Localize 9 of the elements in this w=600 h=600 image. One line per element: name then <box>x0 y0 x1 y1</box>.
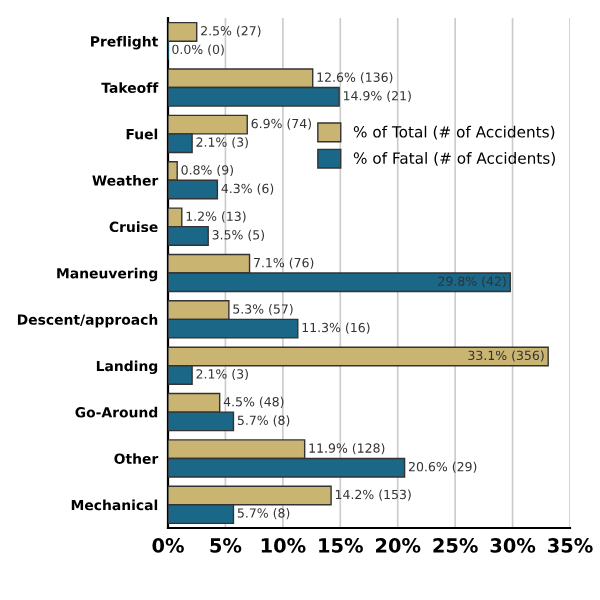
x-tick-label: 25% <box>433 538 478 553</box>
bar <box>168 21 198 42</box>
x-tick-label: 10% <box>261 538 306 553</box>
x-tick-label: 5% <box>210 538 242 553</box>
x-tick-label: 35% <box>548 538 593 553</box>
x-tick-label: 15% <box>319 538 363 553</box>
x-tick-label: 20% <box>375 538 421 553</box>
x-tick-label: 0% <box>152 538 184 553</box>
x-tick-label: 30% <box>490 538 536 553</box>
